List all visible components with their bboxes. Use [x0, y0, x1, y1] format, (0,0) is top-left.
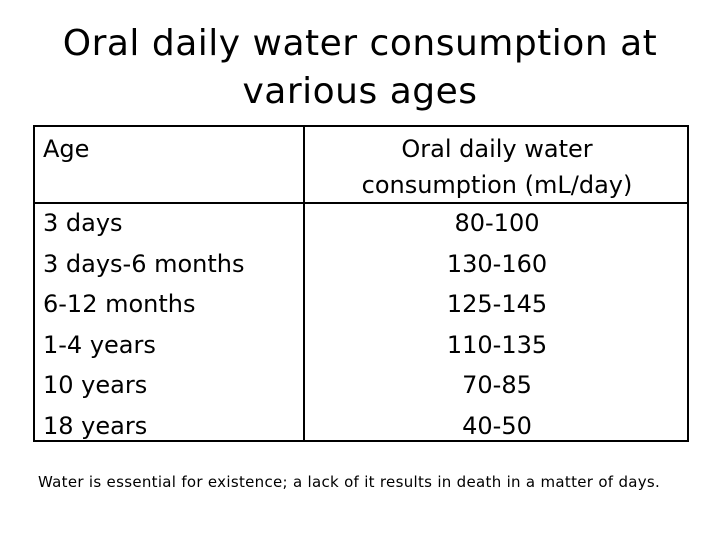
water-cell: 70-85	[462, 371, 532, 399]
column-divider	[303, 127, 305, 440]
water-column: 80-100 130-160 125-145 110-135 70-85 40-…	[305, 203, 689, 446]
age-column: 3 days 3 days-6 months 6-12 months 1-4 y…	[43, 203, 245, 446]
water-cell: 130-160	[446, 249, 548, 278]
age-cell: 18 years	[43, 411, 148, 440]
water-cell: 110-135	[446, 330, 548, 359]
water-cell: 40-50	[462, 411, 532, 440]
title-line-2: various ages	[242, 71, 478, 112]
header-age: Age	[43, 135, 90, 163]
footnote: Water is essential for existence; a lack…	[38, 473, 661, 491]
header-water-line-2: consumption (mL/day)	[361, 171, 633, 199]
header-water-consumption: Oral daily water consumption (mL/day)	[305, 131, 689, 203]
title-line-1: Oral daily water consumption at	[62, 23, 658, 64]
page-title: Oral daily water consumption at various …	[0, 20, 720, 116]
water-consumption-table: Age Oral daily water consumption (mL/day…	[33, 125, 689, 442]
age-cell: 3 days	[43, 209, 123, 237]
age-cell: 1-4 years	[43, 330, 156, 359]
water-cell: 80-100	[454, 209, 540, 237]
header-divider	[35, 202, 687, 204]
age-cell: 6-12 months	[43, 290, 196, 318]
age-cell: 10 years	[43, 371, 148, 399]
header-water-line-1: Oral daily water	[401, 135, 593, 163]
age-cell: 3 days-6 months	[43, 249, 245, 278]
water-cell: 125-145	[446, 290, 548, 318]
